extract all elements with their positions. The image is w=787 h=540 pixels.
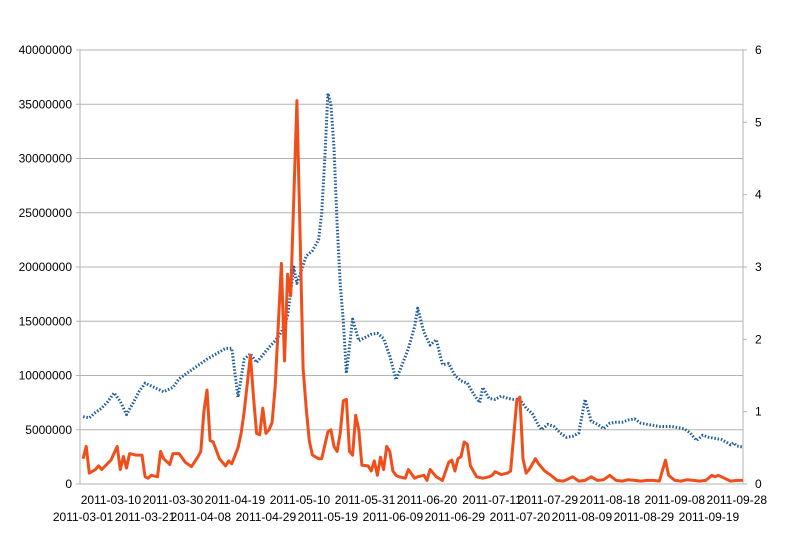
right-y-tick-label: 6 bbox=[755, 43, 762, 57]
x-tick-label: 2011-07-11 bbox=[462, 493, 522, 507]
left-y-axis-ticks: 0 5000000 10000000 15000000 20000000 25000000… bbox=[19, 43, 80, 491]
x-tick-label: 2011-05-19 bbox=[298, 510, 359, 524]
left-y-tick-label: 30000000 bbox=[19, 152, 73, 166]
x-tick-label: 2011-04-29 bbox=[236, 510, 297, 524]
right-y-tick-label: 3 bbox=[755, 260, 762, 274]
left-y-tick-label: 40000000 bbox=[19, 43, 73, 57]
series-lines bbox=[81, 91, 744, 483]
left-y-tick-label: 0 bbox=[65, 477, 72, 491]
x-tick-label: 2011-05-31 bbox=[335, 493, 396, 507]
left-y-tick-label: 20000000 bbox=[19, 260, 73, 274]
x-tick-label: 2011-06-29 bbox=[425, 510, 486, 524]
x-tick-label: 2011-03-21 bbox=[115, 510, 176, 524]
x-tick-label: 2011-07-20 bbox=[490, 510, 551, 524]
left-y-tick-label: 25000000 bbox=[19, 206, 73, 220]
x-tick-label: 2011-06-09 bbox=[363, 510, 424, 524]
left-y-tick-label: 35000000 bbox=[19, 97, 73, 111]
right-y-axis-ticks: 0 1 2 3 4 5 6 bbox=[743, 43, 762, 491]
left-y-tick-label: 5000000 bbox=[25, 423, 72, 437]
x-tick-label: 2011-04-08 bbox=[171, 510, 232, 524]
x-tick-label: 2011-08-29 bbox=[614, 510, 675, 524]
x-tick-label: 2011-08-18 bbox=[580, 493, 641, 507]
x-tick-label: 2011-08-09 bbox=[552, 510, 613, 524]
right-y-tick-label: 0 bbox=[755, 477, 762, 491]
left-y-tick-label: 10000000 bbox=[19, 369, 73, 383]
x-tick-label: 2011-06-20 bbox=[397, 493, 458, 507]
series-line-right-axis bbox=[81, 99, 743, 483]
x-tick-label: 2011-05-10 bbox=[270, 493, 331, 507]
gridlines bbox=[80, 49, 743, 485]
x-tick-label: 2011-03-10 bbox=[81, 493, 142, 507]
right-y-tick-label: 2 bbox=[755, 332, 762, 346]
right-y-tick-label: 1 bbox=[755, 405, 762, 419]
x-tick-label: 2011-03-30 bbox=[143, 493, 204, 507]
x-tick-label: 2011-09-08 bbox=[645, 493, 706, 507]
series-line-left-axis bbox=[82, 91, 744, 449]
right-y-tick-label: 5 bbox=[755, 115, 762, 129]
x-tick-label: 2011-04-19 bbox=[205, 493, 266, 507]
x-tick-label: 2011-09-28 bbox=[707, 493, 768, 507]
x-axis-ticks: 2011-03-10 2011-03-30 2011-04-19 2011-05-10… bbox=[53, 493, 768, 524]
x-tick-label: 2011-09-19 bbox=[679, 510, 740, 524]
x-tick-label: 2011-07-29 bbox=[518, 493, 579, 507]
x-tick-label: 2011-03-01 bbox=[53, 510, 114, 524]
left-y-tick-label: 15000000 bbox=[19, 314, 73, 328]
right-y-tick-label: 4 bbox=[755, 188, 762, 202]
